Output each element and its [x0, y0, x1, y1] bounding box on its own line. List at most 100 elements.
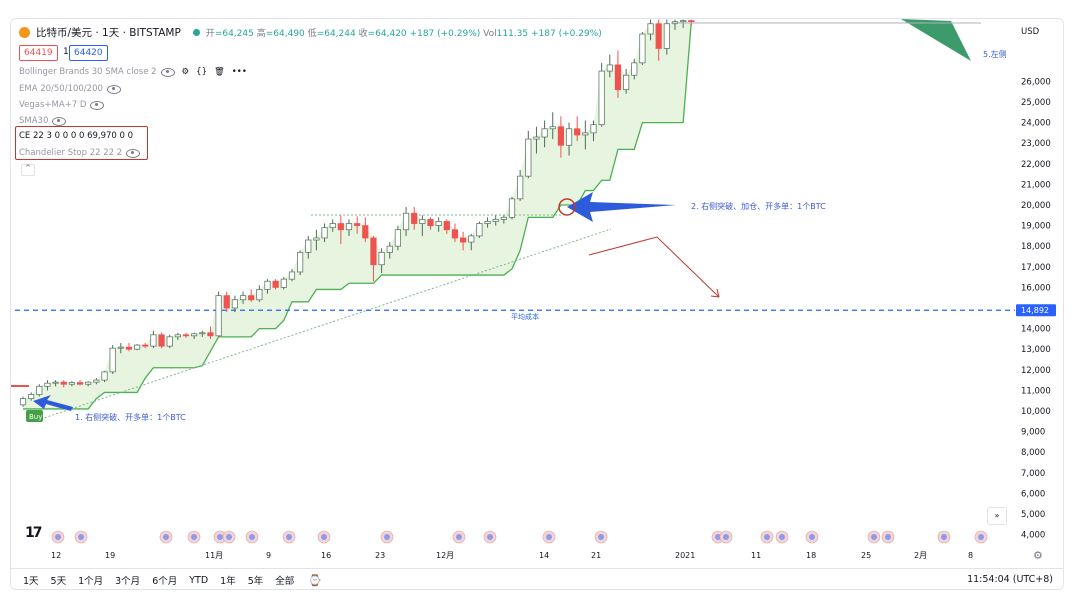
candle-body	[158, 334, 165, 347]
candle	[264, 279, 271, 294]
candle	[476, 221, 483, 238]
collapse-indicators-icon[interactable]: ⌃	[21, 164, 35, 176]
event-flag-icon	[74, 530, 88, 544]
candle-body	[142, 344, 149, 347]
candle-body	[256, 289, 263, 301]
eye-icon[interactable]	[52, 116, 67, 126]
candle	[248, 289, 255, 302]
price-tick-label: 8,000	[1021, 448, 1045, 458]
candle-body	[614, 64, 622, 91]
event-flag-dot	[723, 534, 729, 540]
indicator-ce[interactable]: CE 22 3 0 0 0 0 69,970 0 0	[19, 131, 134, 141]
buy-price-button[interactable]: 64420	[69, 45, 108, 61]
candle-body	[402, 212, 410, 231]
range-1y[interactable]: 1年	[220, 576, 236, 587]
chart-settings-icon[interactable]: ⚙	[1033, 549, 1043, 562]
candle-body	[101, 371, 108, 381]
avg-cost-label: 平均成本	[511, 312, 539, 321]
candle-body	[150, 334, 157, 347]
indicator-bollinger[interactable]: Bollinger Brands 30 SMA close 2 ⚙ {} 🗑 •…	[19, 67, 247, 77]
range-1d[interactable]: 1天	[23, 576, 39, 587]
candle-body	[76, 382, 84, 385]
candle-body	[264, 280, 271, 290]
delete-icon[interactable]: 🗑	[214, 67, 225, 77]
candle	[435, 217, 442, 232]
candle	[150, 330, 157, 349]
candle	[345, 219, 353, 236]
candle-body	[517, 175, 524, 200]
candle-body	[565, 128, 573, 146]
candle-body	[280, 278, 287, 288]
price-tick-label: 6,000	[1021, 489, 1045, 499]
price-tick-label: 10,000	[1021, 407, 1051, 417]
eye-icon[interactable]	[160, 67, 175, 77]
price-axis: 26,000 25,000 24,000 23,000 22,000 21,000 20,0…	[1021, 77, 1051, 540]
price-tick-label: 22,000	[1021, 160, 1051, 170]
price-tick-label: 17,000	[1021, 263, 1051, 273]
candle	[663, 19, 670, 55]
range-3m[interactable]: 3个月	[115, 576, 141, 587]
event-flag-dot	[78, 534, 84, 540]
candle	[321, 223, 328, 243]
candle-body	[134, 344, 141, 350]
price-tick-label: 4,000	[1021, 531, 1045, 541]
candle	[468, 233, 475, 251]
scroll-to-latest-icon[interactable]: »	[987, 507, 1007, 525]
candle	[623, 69, 630, 94]
candle	[207, 326, 214, 339]
market-status-icon	[192, 29, 200, 36]
sell-price-button[interactable]: 64419	[19, 45, 58, 61]
source-code-icon[interactable]: {}	[196, 67, 207, 77]
indicator-vegas[interactable]: Vegas+MA+7 D	[19, 100, 105, 110]
candle-body	[207, 332, 214, 337]
price-tick-label: 7,000	[1021, 469, 1045, 479]
candle-body	[598, 70, 605, 126]
range-ytd[interactable]: YTD	[189, 574, 209, 586]
candle	[411, 207, 418, 230]
time-tick-label: 14	[539, 551, 549, 560]
indicator-ema[interactable]: EMA 20/50/100/200	[19, 84, 121, 94]
candle	[354, 216, 361, 234]
more-icon[interactable]: •••	[231, 67, 247, 77]
clock[interactable]: 11:54:04 (UTC+8)	[967, 574, 1053, 585]
candle	[598, 62, 605, 127]
stop-band-fill	[23, 20, 692, 409]
price-chart[interactable]: 平均成本 26,000 25,000 24,000 23,000 22,000 21,000…	[11, 19, 1063, 567]
candle-body	[166, 336, 173, 347]
range-1m[interactable]: 1个月	[78, 576, 104, 587]
settings-icon[interactable]: ⚙	[181, 67, 190, 77]
candle-body	[525, 138, 532, 177]
candle-body	[655, 23, 662, 49]
candle-body	[354, 223, 361, 226]
event-flag-dot	[487, 534, 493, 540]
event-flag-dot	[715, 534, 721, 540]
eye-icon[interactable]	[126, 148, 141, 158]
candle-body	[459, 237, 467, 243]
range-6m[interactable]: 6个月	[152, 576, 178, 587]
calendar-icon[interactable]: ⌚	[308, 573, 322, 587]
eye-icon[interactable]	[90, 100, 105, 110]
event-flag-dot	[286, 534, 292, 540]
candle	[142, 343, 149, 349]
eye-icon[interactable]	[106, 84, 121, 94]
indicator-chandelier-stop[interactable]: Chandelier Stop 22 22 2	[19, 148, 141, 158]
candle-body	[647, 23, 654, 35]
candle	[337, 215, 344, 245]
annotation-5: 5.左侧	[983, 49, 1007, 59]
tradingview-logo-icon[interactable]: 17	[25, 525, 43, 541]
range-5d[interactable]: 5天	[50, 576, 67, 587]
candle	[158, 332, 165, 349]
currency-label[interactable]: USD	[1021, 27, 1040, 37]
symbol-title[interactable]: 比特币/美元 · 1天 · BITSTAMP	[36, 27, 181, 39]
candle	[565, 122, 573, 156]
arrow-2-icon	[567, 192, 676, 222]
candle	[76, 380, 84, 386]
arrow-1-icon	[33, 395, 73, 411]
candle	[639, 31, 646, 65]
range-5y[interactable]: 5年	[247, 576, 264, 587]
candle-body	[272, 280, 279, 288]
price-tick-label: 5,000	[1021, 510, 1045, 520]
indicator-sma30[interactable]: SMA30	[19, 116, 67, 126]
event-flag-icon	[775, 530, 789, 544]
range-all[interactable]: 全部	[275, 576, 295, 587]
